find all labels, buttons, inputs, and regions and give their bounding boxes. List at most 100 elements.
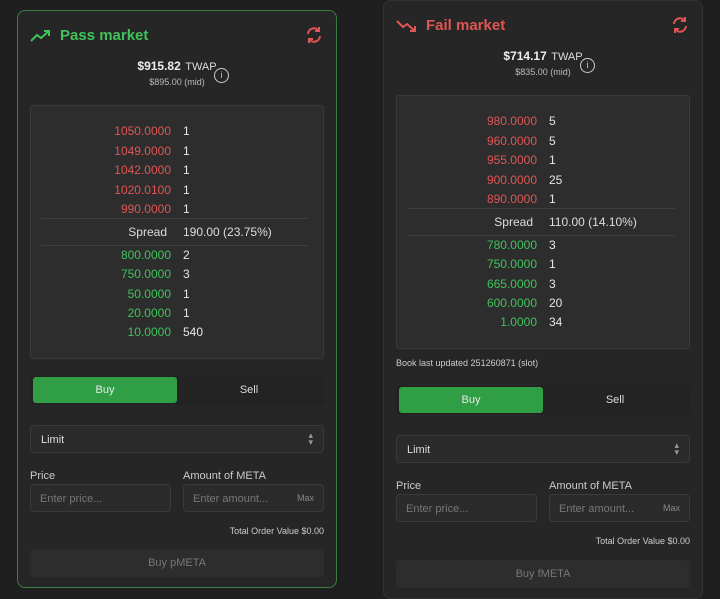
- submit-order-button[interactable]: Buy pMETA: [30, 549, 324, 577]
- ask-size: 1: [549, 153, 556, 167]
- spread-value: 190.00 (23.75%): [183, 225, 272, 239]
- chevron-updown-icon: ▴ ▾: [674, 440, 679, 457]
- submit-order-button[interactable]: Buy fMETA: [396, 560, 690, 588]
- order-book: 980.0000 5 960.0000 5 955.0000 1 900.0000 25…: [396, 95, 690, 349]
- tab-sell[interactable]: Sell: [605, 394, 625, 406]
- fail-market-card: Fail market $714.17 TWAP $835.00 (mid) i…: [383, 0, 703, 599]
- bid-price: 20.0000: [127, 306, 171, 320]
- trending-up-icon: [30, 30, 50, 42]
- price-placeholder: Enter price...: [40, 493, 103, 505]
- amount-label: Amount of META: [549, 480, 632, 492]
- chevron-updown-icon: ▴ ▾: [308, 430, 313, 447]
- ask-row: 890.0000 1: [397, 192, 689, 210]
- bid-row: 10.0000 540: [31, 325, 323, 343]
- price-placeholder: Enter price...: [406, 503, 469, 515]
- bid-price: 665.0000: [486, 277, 537, 291]
- price-input[interactable]: Enter price...: [30, 484, 171, 512]
- bid-price: 50.0000: [127, 287, 171, 301]
- order-type-value: Limit: [41, 434, 65, 446]
- ask-size: 1: [183, 183, 190, 197]
- amount-placeholder: Enter amount...: [559, 503, 635, 515]
- pass-market-header: Pass market: [30, 25, 324, 49]
- bid-size: 1: [183, 287, 190, 301]
- ask-row: 1050.0000 1: [31, 124, 323, 142]
- fail-market-header: Fail market: [396, 15, 690, 39]
- bid-row: 750.0000 3: [31, 267, 323, 285]
- twap-label: TWAP: [185, 61, 217, 73]
- book-last-updated: Book last updated 251260871 (slot): [396, 358, 539, 368]
- amount-input[interactable]: Enter amount... Max: [183, 484, 324, 512]
- price-label: Price: [396, 480, 422, 492]
- ask-price: 890.0000: [486, 192, 537, 206]
- bid-size: 3: [549, 238, 556, 252]
- bid-row: 750.0000 1: [397, 257, 689, 275]
- bid-size: 20: [549, 296, 563, 310]
- refresh-icon[interactable]: [670, 15, 690, 35]
- side-tabs: Buy Sell: [396, 385, 690, 415]
- bid-price: 800.0000: [120, 248, 171, 262]
- ask-row: 900.0000 25: [397, 173, 689, 191]
- bid-price: 750.0000: [486, 257, 537, 271]
- trending-down-icon: [396, 20, 416, 32]
- max-button[interactable]: Max: [662, 503, 680, 513]
- ask-price: 1020.0100: [114, 183, 171, 197]
- bid-price: 1.0000: [500, 315, 537, 329]
- bid-size: 1: [549, 257, 556, 271]
- amount-label: Amount of META: [183, 470, 266, 482]
- ask-row: 990.0000 1: [31, 202, 323, 220]
- bid-row: 20.0000 1: [31, 306, 323, 324]
- tab-buy[interactable]: Buy: [399, 387, 543, 413]
- ask-price: 980.0000: [486, 114, 537, 128]
- ask-price: 1049.0000: [114, 144, 171, 158]
- order-type-value: Limit: [407, 444, 431, 456]
- bid-size: 3: [549, 277, 556, 291]
- ask-size: 1: [549, 192, 556, 206]
- ask-row: 980.0000 5: [397, 114, 689, 132]
- market-title: Fail market: [426, 17, 506, 34]
- ask-size: 1: [183, 124, 190, 138]
- bid-size: 1: [183, 306, 190, 320]
- bid-row: 665.0000 3: [397, 277, 689, 295]
- mid-price: $835.00 (mid): [515, 67, 571, 77]
- order-type-select[interactable]: Limit ▴ ▾: [30, 425, 324, 453]
- info-icon[interactable]: i: [214, 68, 229, 83]
- side-tabs: Buy Sell: [30, 375, 324, 405]
- ask-price: 1042.0000: [114, 163, 171, 177]
- ask-row: 1020.0100 1: [31, 183, 323, 201]
- order-type-select[interactable]: Limit ▴ ▾: [396, 435, 690, 463]
- amount-input[interactable]: Enter amount... Max: [549, 494, 690, 522]
- ask-price: 1050.0000: [114, 124, 171, 138]
- total-order-value: Total Order Value $0.00: [229, 526, 324, 536]
- max-button[interactable]: Max: [296, 493, 314, 503]
- total-order-value: Total Order Value $0.00: [595, 536, 690, 546]
- order-book: 1050.0000 1 1049.0000 1 1042.0000 1 1020.01…: [30, 105, 324, 359]
- info-icon[interactable]: i: [580, 58, 595, 73]
- tab-buy[interactable]: Buy: [33, 377, 177, 403]
- spread-row: Spread 190.00 (23.75%): [41, 218, 309, 246]
- bid-size: 540: [183, 325, 204, 339]
- twap-display: $915.82 TWAP $895.00 (mid): [18, 57, 336, 87]
- price-input[interactable]: Enter price...: [396, 494, 537, 522]
- spread-row: Spread 110.00 (14.10%): [407, 208, 675, 236]
- bid-price: 780.0000: [486, 238, 537, 252]
- tab-sell[interactable]: Sell: [239, 384, 259, 396]
- bid-row: 1.0000 34: [397, 315, 689, 333]
- ask-row: 960.0000 5: [397, 134, 689, 152]
- ask-row: 1049.0000 1: [31, 144, 323, 162]
- bid-size: 2: [183, 248, 190, 262]
- bid-row: 800.0000 2: [31, 248, 323, 266]
- ask-size: 1: [183, 202, 190, 216]
- ask-size: 5: [549, 134, 556, 148]
- twap-price: $915.82: [137, 59, 181, 73]
- ask-size: 25: [549, 173, 563, 187]
- ask-price: 955.0000: [486, 153, 537, 167]
- bid-row: 780.0000 3: [397, 238, 689, 256]
- spread-label: Spread: [128, 225, 167, 239]
- mid-price: $895.00 (mid): [149, 77, 205, 87]
- twap-display: $714.17 TWAP $835.00 (mid): [384, 47, 702, 77]
- ask-price: 900.0000: [486, 173, 537, 187]
- bid-size: 3: [183, 267, 190, 281]
- bid-price: 600.0000: [486, 296, 537, 310]
- bid-size: 34: [549, 315, 563, 329]
- refresh-icon[interactable]: [304, 25, 324, 45]
